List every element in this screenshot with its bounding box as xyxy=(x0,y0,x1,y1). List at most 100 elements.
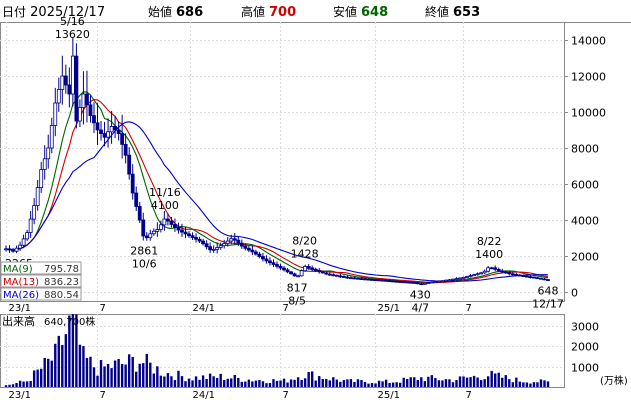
candle-body xyxy=(524,275,529,278)
volume-bar xyxy=(152,373,156,387)
volume-bar xyxy=(85,358,89,387)
candle-body xyxy=(78,107,82,122)
candle-body xyxy=(373,279,378,282)
volume-bar xyxy=(124,364,127,387)
volume-bar xyxy=(163,376,166,387)
price-header: 日付 2025/12/17 始値 686 高値 700 安値 648 終値 653 xyxy=(0,0,631,22)
candle-body xyxy=(535,277,540,280)
candle-body xyxy=(521,275,526,278)
volume-tick-label-x: 25/1 xyxy=(378,390,400,400)
candle-body xyxy=(106,131,110,138)
volume-bar xyxy=(318,376,321,387)
volume-bars xyxy=(4,314,550,387)
price-panel-frame xyxy=(0,22,565,302)
candle-body xyxy=(359,278,364,280)
candle-body xyxy=(546,279,550,281)
volume-bar xyxy=(402,377,405,387)
volume-bar xyxy=(448,379,451,387)
volume-bar xyxy=(522,382,525,387)
candle-body xyxy=(401,281,406,284)
candle-body xyxy=(194,237,198,240)
candle-body xyxy=(306,266,311,269)
candle-body xyxy=(486,267,491,272)
volume-bar xyxy=(8,384,11,387)
date-field: 日付 2025/12/17 xyxy=(2,3,105,20)
annotation-date: 8/22 xyxy=(477,235,502,248)
volume-bar xyxy=(180,376,184,387)
candle-body xyxy=(493,267,498,270)
candle-body xyxy=(74,55,79,122)
volume-bar xyxy=(398,382,402,387)
volume-bar xyxy=(472,375,476,387)
candle-body xyxy=(81,93,86,108)
candle-body xyxy=(155,229,160,232)
candle-body xyxy=(447,279,452,282)
annotation-value: 4100 xyxy=(151,199,179,212)
candle-body xyxy=(405,281,410,284)
candle-body xyxy=(451,278,455,281)
volume-bar xyxy=(420,377,423,387)
volume-bar xyxy=(423,381,427,387)
volume-bar xyxy=(177,370,180,387)
open-label: 始値 xyxy=(148,5,173,19)
candle-body xyxy=(7,248,12,251)
volume-bar xyxy=(353,382,356,387)
candle-body xyxy=(127,154,132,175)
candle-body xyxy=(190,235,195,238)
date-value: 2025/12/17 xyxy=(30,5,106,20)
candle-body xyxy=(458,277,462,280)
volume-bar xyxy=(173,380,177,387)
candle-body xyxy=(356,277,360,280)
volume-bar xyxy=(494,373,497,387)
volume-bar xyxy=(497,372,500,387)
candle-body xyxy=(479,272,484,275)
candle-body xyxy=(275,264,279,267)
candle-body xyxy=(426,282,431,285)
candle-body xyxy=(225,240,230,244)
volume-bar xyxy=(437,380,441,387)
volume-bar xyxy=(272,379,275,387)
volume-bar xyxy=(325,378,328,387)
volume-bar xyxy=(515,377,518,387)
volume-bar xyxy=(508,379,511,387)
candle-body xyxy=(42,158,47,171)
candle-body xyxy=(158,224,163,230)
candle-body xyxy=(229,238,234,242)
volume-bar xyxy=(349,379,353,387)
candle-body xyxy=(528,276,533,279)
volume-tick-label-x: 7 xyxy=(283,390,289,400)
volume-bar xyxy=(303,378,307,387)
price-tick-label-y: 0 xyxy=(571,287,578,300)
ma-legend-name: MA(26) xyxy=(3,290,39,301)
volume-bar xyxy=(219,373,222,387)
candle-body xyxy=(408,281,413,284)
volume-tick-label-x: 7 xyxy=(100,390,106,400)
ma-line-9 xyxy=(5,91,549,284)
volume-bar xyxy=(486,376,490,387)
volume-bar xyxy=(258,380,261,387)
candle-body xyxy=(510,273,515,276)
volume-bar xyxy=(131,356,134,387)
candle-body xyxy=(208,246,213,251)
volume-bar xyxy=(455,380,458,387)
price-tick-label-y: 8000 xyxy=(571,143,599,156)
candle-body xyxy=(148,233,153,239)
candle-body xyxy=(70,55,75,95)
volume-bar xyxy=(282,378,286,387)
volume-bar xyxy=(117,359,120,387)
candle-body xyxy=(465,276,469,278)
volume-bar xyxy=(110,368,113,387)
candle-body xyxy=(246,247,251,251)
volume-bar xyxy=(462,376,465,387)
candle-body xyxy=(352,277,357,280)
candle-body xyxy=(204,243,209,248)
volume-bar xyxy=(268,383,272,387)
ma-legend-value: 880.54 xyxy=(44,290,79,301)
volume-bar xyxy=(360,380,363,387)
volume-bar xyxy=(546,381,550,387)
candle-body xyxy=(14,247,19,252)
volume-bar xyxy=(201,375,205,387)
volume-bar xyxy=(106,363,110,387)
candle-body xyxy=(324,272,329,275)
volume-bar xyxy=(346,379,349,387)
